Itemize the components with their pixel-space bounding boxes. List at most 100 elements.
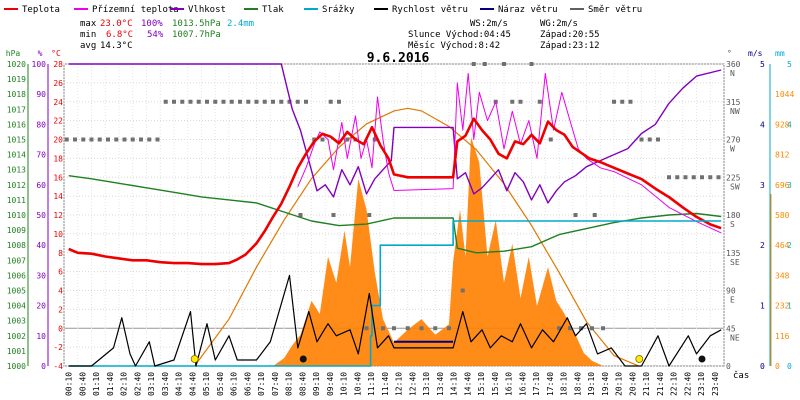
legend-label: Teplota	[22, 5, 60, 15]
wind-direction-point	[287, 99, 292, 104]
stat-min-press: 1007.7hPa	[172, 30, 221, 40]
percent-axis-tick: 80	[36, 120, 46, 129]
wind-direction-point	[518, 99, 523, 104]
direction-axis-tick: E	[730, 296, 735, 305]
wind-direction-point	[81, 137, 86, 142]
direction-axis-tick: NW	[730, 107, 740, 116]
x-axis-tick: 03:10	[147, 372, 156, 396]
hpa-axis-tick: 1003	[7, 317, 26, 326]
wind-direction-point	[392, 326, 396, 331]
info-ws: WS:2m/s	[470, 19, 508, 29]
wind-direction-point	[279, 99, 284, 104]
wind-direction-point	[155, 137, 160, 142]
wind-direction-point	[254, 99, 259, 104]
x-axis-tick: 09:40	[326, 372, 335, 396]
axes: hPa% °C1020101910181017101610151014101310…	[6, 49, 795, 396]
wind-speed-line	[68, 274, 722, 367]
wind-direction-point	[271, 99, 275, 104]
wind-direction-point	[691, 175, 696, 180]
ms-axis-title: m/s	[748, 49, 763, 58]
celsius-axis-tick: 14	[53, 192, 63, 201]
wind-direction-point	[64, 137, 69, 142]
wind-direction-point	[639, 137, 644, 142]
stat-max-press: 1013.5hPa	[172, 19, 221, 29]
ms-axis-tick: 1	[760, 302, 765, 311]
ms-axis-tick: 3	[760, 181, 765, 190]
x-axis-tick: 09:10	[312, 372, 321, 396]
wind-direction-point	[433, 326, 438, 331]
wind-direction-point	[419, 326, 424, 331]
hpa-axis-tick: 1005	[7, 287, 26, 296]
ms-axis-tick: 2	[760, 241, 765, 250]
celsius-axis-title: °C	[51, 49, 61, 58]
solar-radiation-area	[68, 136, 722, 366]
degree-axis-tick: 45	[726, 324, 736, 333]
hpa-axis-tick: 1008	[7, 241, 26, 250]
percent-axis-tick: 90	[36, 90, 46, 99]
legend-label: Přízemní teplota	[92, 5, 179, 15]
mm-axis-title: mm	[775, 49, 785, 58]
radiation-axis-tick: 580	[775, 211, 790, 220]
wind-direction-point	[460, 288, 465, 293]
wind-direction-point	[139, 137, 143, 142]
wind-direction-point	[579, 326, 583, 331]
stats-block: max 23.0°C 100% 1013.5hPa 2.4mm min 6.8°…	[80, 19, 254, 51]
wind-direction-point	[537, 99, 542, 104]
x-axis-tick: 21:40	[656, 372, 665, 396]
x-axis-tick: 13:40	[436, 372, 445, 396]
mm-axis-tick: 3	[787, 181, 792, 190]
wind-direction-point	[628, 99, 633, 104]
celsius-axis-tick: -2	[53, 343, 63, 352]
temperature-line	[68, 117, 722, 266]
hpa-axis-tick: 1016	[7, 120, 26, 129]
celsius-axis-tick: 28	[53, 60, 63, 69]
stat-rain: 2.4mm	[227, 19, 254, 29]
markers	[190, 355, 706, 363]
wind-direction-point	[320, 137, 325, 142]
x-axis-tick: 18:10	[560, 372, 569, 396]
x-axis-tick: 07:40	[271, 372, 280, 396]
hpa-axis-tick: 1012	[7, 181, 26, 190]
hpa-axis-tick: 1013	[7, 166, 26, 175]
wind-direction-point	[372, 137, 377, 142]
x-axis-tick: 06:10	[230, 372, 239, 396]
x-axis-tick: 15:40	[491, 372, 500, 396]
celsius-axis-tick: 20	[53, 136, 63, 145]
percent-axis-tick: 10	[36, 332, 46, 341]
wind-direction-point	[122, 137, 127, 142]
x-axis-tick: 07:10	[257, 372, 266, 396]
x-axis-tick: 04:40	[188, 372, 197, 396]
celsius-axis-tick: -4	[53, 362, 63, 371]
stat-max-label: max	[80, 19, 97, 29]
x-axis-tick: 16:10	[505, 372, 514, 396]
mm-axis-tick: 4	[787, 120, 792, 129]
celsius-axis-tick: 26	[53, 79, 63, 88]
radiation-axis-tick: 928	[775, 120, 790, 129]
celsius-axis-tick: 24	[53, 98, 63, 107]
radiation-axis-tick: 464	[775, 241, 790, 250]
wind-direction-point	[106, 137, 110, 142]
hpa-axis-tick: 1019	[7, 75, 26, 84]
x-axis-label: čas	[733, 370, 749, 381]
direction-axis-tick: N	[730, 69, 735, 78]
info-wg: WG:2m/s	[540, 19, 578, 29]
x-axis-tick: 17:40	[546, 372, 555, 396]
hpa-axis-tick: 1007	[7, 256, 26, 265]
hpa-axis-tick: 1001	[7, 347, 26, 356]
percent-axis-tick: 70	[36, 151, 46, 160]
wind-direction-point	[312, 137, 317, 142]
radiation-axis-tick: 348	[775, 271, 790, 280]
sun-sunrise-marker	[190, 355, 199, 363]
x-axis-tick: 19:40	[601, 372, 610, 396]
wind-direction-point	[172, 99, 176, 104]
hpa-axis-tick: 1020	[7, 60, 26, 69]
wind-direction-point	[196, 99, 201, 104]
x-axis-tick: 14:10	[450, 372, 459, 396]
wind-direction-point	[130, 137, 135, 142]
legend-label: Náraz větru	[498, 5, 558, 15]
x-axis-tick: 01:10	[92, 372, 101, 396]
wind-direction-point	[529, 62, 534, 66]
wind-direction-point	[180, 99, 185, 104]
legend-label: Tlak	[262, 5, 284, 15]
wind-direction-point	[700, 175, 704, 180]
